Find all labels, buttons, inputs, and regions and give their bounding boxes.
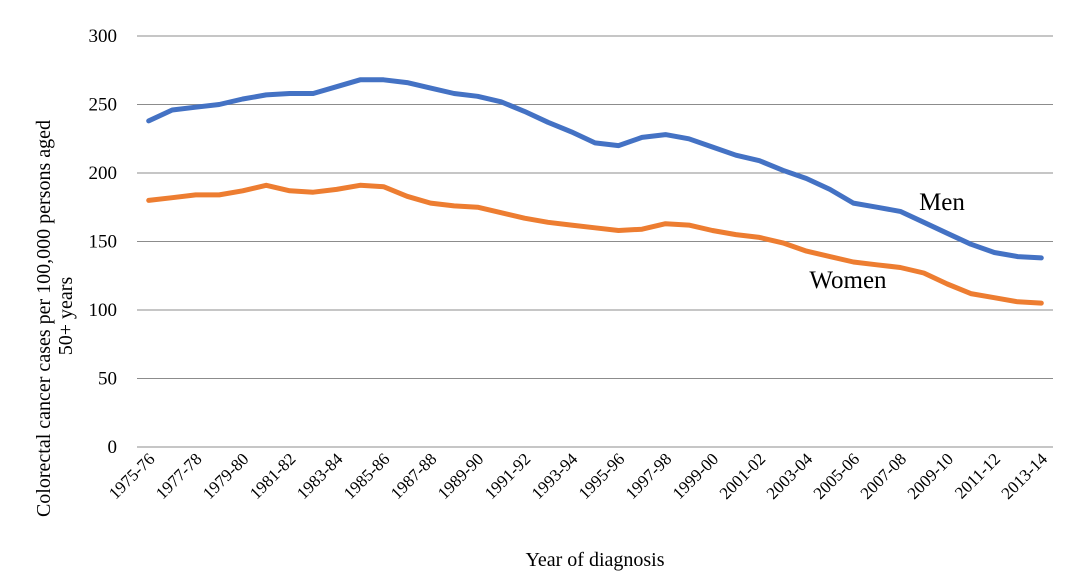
x-tick-label: 1981-82: [246, 449, 300, 503]
series-line-men: [146, 77, 1044, 261]
x-tick-label: 1987-88: [387, 449, 441, 503]
series-line-women: [146, 182, 1044, 306]
series-labels: Men Women: [809, 189, 965, 294]
y-tick-label: 150: [89, 232, 118, 253]
series-label-men: Men: [919, 189, 965, 216]
y-axis-title-line-2: 50+ years: [55, 277, 77, 356]
y-tick-label: 0: [108, 437, 118, 458]
y-axis-title: Colorectal cancer cases per 100,000 pers…: [33, 115, 77, 517]
y-tick-label: 100: [89, 300, 118, 321]
x-tick-label: 1999-00: [669, 449, 723, 503]
x-axis-title: Year of diagnosis: [525, 549, 664, 571]
x-tick-label: 2013-14: [998, 449, 1052, 503]
x-tick-label: 1989-90: [434, 449, 488, 503]
series-label-women: Women: [809, 267, 887, 294]
x-tick-label: 2009-10: [904, 449, 958, 503]
x-tick-label: 1983-84: [293, 449, 347, 503]
x-tick-label: 1985-86: [340, 449, 394, 503]
series-lines: [146, 77, 1044, 306]
x-tick-label: 2001-02: [716, 449, 770, 503]
x-tick-label: 2005-06: [810, 449, 864, 503]
x-tick-label: 1991-92: [481, 449, 535, 503]
x-tick-label: 1977-78: [152, 449, 206, 503]
x-tick-labels: 1975-761977-781979-801981-821983-841985-…: [105, 449, 1051, 503]
x-tick-label: 1995-96: [575, 449, 629, 503]
y-axis-title-line-1: Colorectal cancer cases per 100,000 pers…: [33, 120, 55, 517]
x-tick-label: 2003-04: [763, 449, 817, 503]
y-tick-label: 50: [98, 369, 117, 390]
x-tick-label: 1997-98: [622, 449, 676, 503]
gridlines: [137, 35, 1053, 448]
x-tick-label: 1979-80: [199, 449, 253, 503]
y-tick-label: 250: [89, 95, 118, 116]
x-tick-label: 2011-12: [951, 449, 1004, 502]
x-tick-label: 1993-94: [528, 449, 582, 503]
x-tick-label: 2007-08: [857, 449, 911, 503]
y-tick-label: 200: [89, 163, 118, 184]
y-tick-label: 300: [89, 26, 118, 47]
y-tick-labels: 0 50 100 150 200 250 300: [89, 26, 118, 458]
